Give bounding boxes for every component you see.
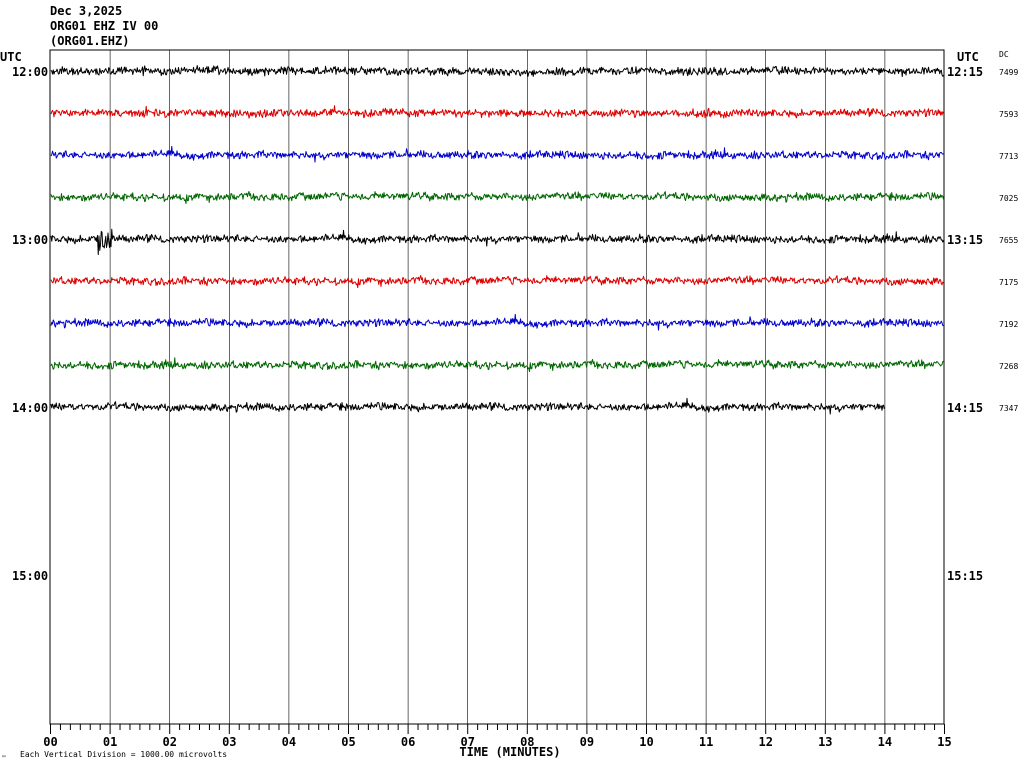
left-hour-label: 12:00 <box>12 65 48 79</box>
right-utc-label: UTC <box>957 50 979 64</box>
station-name: ORG01 EHZ IV 00 <box>50 19 159 33</box>
x-tick-label: 01 <box>103 735 117 749</box>
left-hour-label: 13:00 <box>12 233 48 247</box>
dc-value: 7268 <box>999 362 1018 371</box>
corner-mark: ™ <box>2 755 6 762</box>
label-layer: UTC UTC DC TIME (MINUTES) Each Vertical … <box>0 50 1018 762</box>
footnote: Each Vertical Division = 1000.00 microvo… <box>20 750 227 759</box>
dc-value: 7175 <box>999 278 1018 287</box>
left-utc-label: UTC <box>0 50 22 64</box>
x-tick-label: 10 <box>639 735 653 749</box>
grid-layer <box>49 49 945 734</box>
plot-date: Dec 3,2025 <box>50 4 123 18</box>
x-axis-label: TIME (MINUTES) <box>459 745 560 759</box>
x-tick-label: 05 <box>341 735 355 749</box>
x-tick-label: 11 <box>699 735 713 749</box>
dc-value: 7499 <box>999 68 1018 77</box>
seismic-trace <box>50 357 944 373</box>
right-hour-label: 15:15 <box>947 569 983 583</box>
seismic-trace <box>50 190 944 205</box>
seismic-trace <box>50 65 944 78</box>
seismic-trace <box>50 313 944 331</box>
x-tick-label: 00 <box>43 735 57 749</box>
seismic-trace <box>50 228 944 256</box>
dc-value: 7347 <box>999 404 1018 413</box>
plot-frame <box>49 49 945 725</box>
left-hour-label: 15:00 <box>12 569 48 583</box>
x-tick-label: 07 <box>460 735 474 749</box>
x-tick-label: 12 <box>758 735 772 749</box>
right-hour-label: 13:15 <box>947 233 983 247</box>
seismic-trace <box>50 105 944 119</box>
left-hour-label: 14:00 <box>12 401 48 415</box>
dc-value: 7713 <box>999 152 1018 161</box>
right-hour-label: 12:15 <box>947 65 983 79</box>
dc-value: 7593 <box>999 110 1018 119</box>
seismic-trace <box>50 397 885 415</box>
x-tick-label: 15 <box>937 735 951 749</box>
trace-layer <box>50 65 944 415</box>
right-hour-label: 14:15 <box>947 401 983 415</box>
seismic-trace <box>50 274 944 289</box>
x-tick-label: 06 <box>401 735 415 749</box>
dc-value: 7655 <box>999 236 1018 245</box>
x-tick-label: 09 <box>580 735 594 749</box>
x-tick-label: 04 <box>282 735 296 749</box>
station-code: (ORG01.EHZ) <box>50 34 130 48</box>
x-tick-label: 14 <box>878 735 892 749</box>
dc-value: 7192 <box>999 320 1018 329</box>
x-tick-label: 03 <box>222 735 236 749</box>
x-tick-label: 02 <box>162 735 176 749</box>
seismic-trace <box>50 145 944 163</box>
dc-value: 7025 <box>999 194 1018 203</box>
dc-label: DC <box>999 50 1009 59</box>
x-tick-label: 08 <box>520 735 534 749</box>
x-tick-label: 13 <box>818 735 832 749</box>
